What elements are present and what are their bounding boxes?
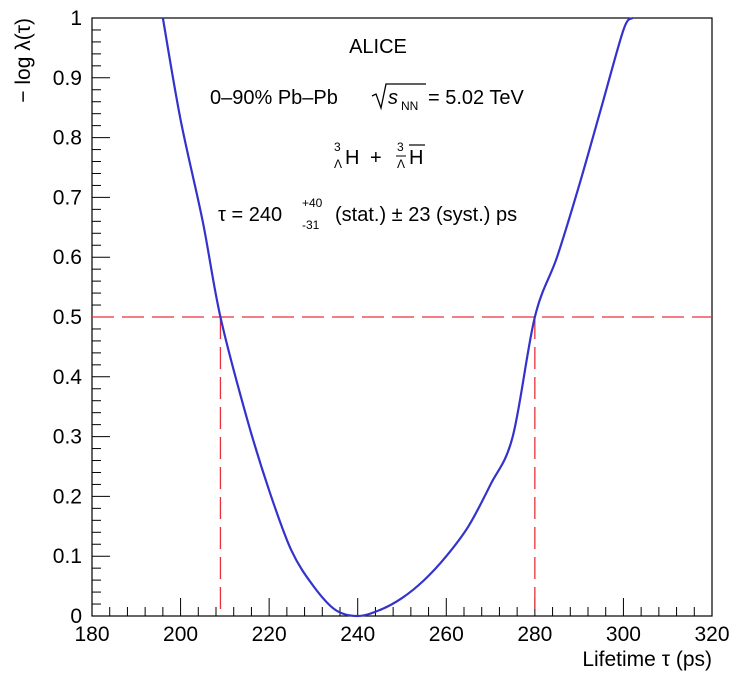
antiparticle-mass-number: 3	[397, 140, 404, 154]
antiparticle-hypertriton: H	[409, 147, 423, 169]
particle-lambda-sub: Λ	[334, 157, 342, 171]
y-tick-label: 0.1	[53, 545, 82, 568]
x-tick-label: 180	[74, 623, 109, 646]
result-prefix: τ = 240	[218, 204, 282, 226]
y-tick-label: 0.2	[53, 485, 82, 508]
x-axis-title: Lifetime τ (ps)	[582, 648, 712, 671]
y-tick-labels: 0 0.1 0.2 0.3 0.4 0.5 0.6 0.7 0.8 0.9 1	[53, 7, 83, 628]
result-upper-error: +40	[302, 196, 323, 210]
x-tick-label: 200	[163, 623, 198, 646]
annotation-result: τ = 240 +40 -31 (stat.) ± 23 (syst.) ps	[218, 196, 517, 232]
x-tick-label: 320	[694, 623, 729, 646]
annotation-experiment: ALICE	[349, 36, 407, 58]
axis-ticks	[91, 17, 713, 617]
result-lower-error: -31	[302, 218, 320, 232]
x-tick-label: 300	[606, 623, 641, 646]
annotation-sqrt-s: s	[388, 87, 398, 109]
annotation-collision: 0–90% Pb–Pb s NN = 5.02 TeV	[210, 83, 524, 113]
y-tick-label: 0	[70, 605, 82, 628]
reference-lines	[92, 316, 712, 616]
y-tick-label: 0.3	[53, 426, 82, 449]
sqrt-radical-icon	[371, 83, 426, 111]
x-tick-label: 260	[429, 623, 464, 646]
y-tick-label: 0.4	[53, 366, 83, 389]
x-tick-label: 240	[340, 623, 375, 646]
antiparticle-lambda-sub: Λ	[397, 157, 405, 171]
particle-hypertriton: H	[345, 147, 359, 169]
y-tick-label: 0.6	[53, 246, 82, 269]
y-axis-title: − log λ(τ)	[12, 18, 35, 103]
particle-plus: +	[370, 147, 382, 169]
annotation-particle: 3 Λ H + 3 Λ H	[334, 140, 425, 171]
y-tick-label: 0.9	[53, 67, 82, 90]
y-tick-label: 0.5	[53, 306, 82, 329]
annotation-energy: = 5.02 TeV	[428, 87, 524, 109]
series-line	[161, 17, 634, 618]
particle-mass-number: 3	[334, 140, 341, 154]
result-suffix: (stat.) ± 23 (syst.) ps	[335, 204, 517, 226]
annotation-sqrt-s-subscript: NN	[401, 99, 418, 113]
annotation-collision-prefix: 0–90% Pb–Pb	[210, 87, 338, 109]
x-tick-label: 280	[517, 623, 552, 646]
y-tick-label: 0.7	[53, 186, 82, 209]
series-layer	[161, 17, 634, 618]
y-tick-label: 0.8	[53, 127, 82, 150]
y-tick-label: 1	[70, 7, 82, 30]
x-tick-labels: 180 200 220 240 260 280 300 320	[74, 623, 729, 646]
x-tick-label: 220	[252, 623, 287, 646]
